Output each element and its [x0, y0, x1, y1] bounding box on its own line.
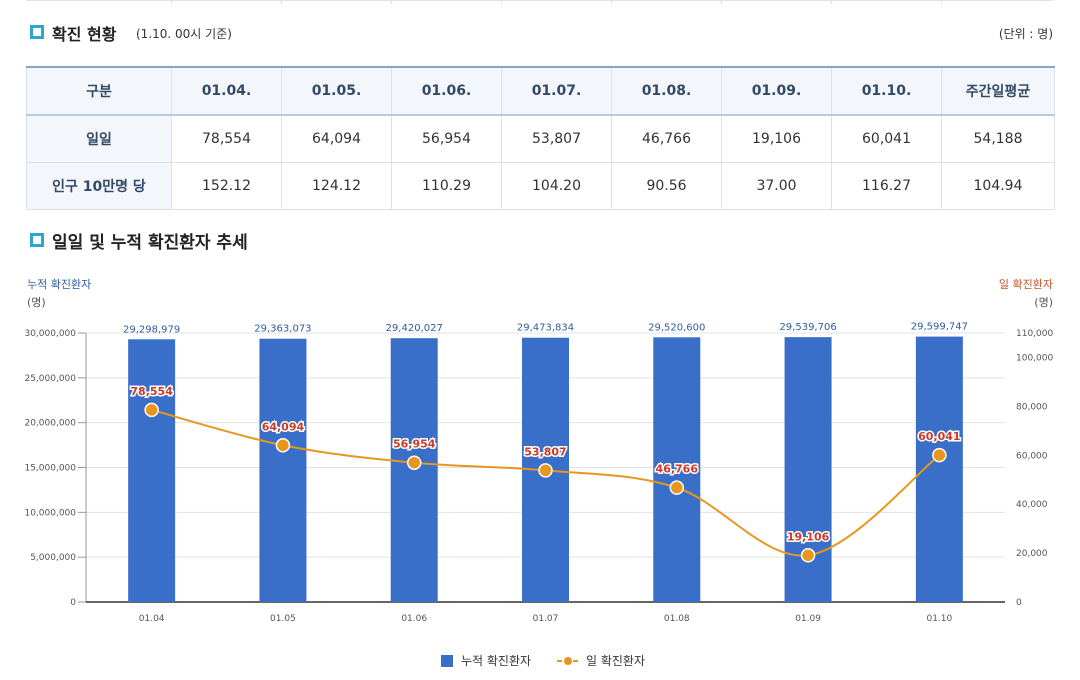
unit-label: (단위 : 명) [998, 27, 1053, 41]
right-tick-label: 0 [1016, 598, 1022, 608]
legend-item-cumulative: 누적 확진환자 [461, 654, 531, 668]
table-cell: 116.27 [831, 162, 942, 210]
bar-value-label: 29,520,600 [648, 322, 705, 333]
x-category-label: 01.05 [270, 614, 296, 624]
table-header: 01.08. [611, 66, 722, 116]
trend-chart: 누적 확진환자 (명) 일 확진환자 (명) 0 5,000,000 10,000,… [24, 277, 1053, 668]
table-cell: 104.94 [941, 162, 1055, 210]
left-tick-label: 10,000,000 [24, 508, 76, 518]
table-cell: 152.12 [171, 162, 282, 210]
right-tick-label: 100,000 [1016, 353, 1053, 363]
table-cell: 54,188 [941, 114, 1055, 163]
bar-value-label: 29,473,834 [517, 323, 574, 334]
section-bullet-icon [30, 25, 44, 39]
daily-point [669, 480, 685, 495]
row-label: 일일 [26, 114, 172, 163]
bar [128, 339, 176, 602]
daily-point [538, 463, 553, 478]
left-tick-label: 20,000,000 [24, 419, 76, 429]
table-top-stub [26, 0, 1053, 4]
bar-value-label: 29,599,747 [911, 322, 968, 333]
legend-marker [564, 657, 572, 665]
table-header: 구분 [26, 66, 172, 116]
right-axis-label: 일 확진환자 [999, 277, 1053, 291]
left-tick-label: 25,000,000 [24, 374, 76, 384]
table-cell: 104.20 [501, 162, 612, 210]
table-row: 일일 78,554 64,094 56,954 53,807 46,766 19… [26, 114, 1055, 163]
daily-value-label: 64,094 [262, 420, 305, 433]
x-category-label: 01.10 [926, 614, 952, 624]
x-category-label: 01.04 [139, 614, 165, 624]
chart-section-title: 일일 및 누적 확진환자 추세 [52, 233, 248, 253]
chart-legend: 누적 확진환자 일 확진환자 [441, 654, 645, 668]
bar-value-label: 29,363,073 [254, 324, 311, 335]
right-tick-label: 20,000 [1016, 549, 1048, 559]
left-tick-label: 30,000,000 [24, 329, 76, 339]
right-tick-label: 80,000 [1016, 402, 1048, 412]
left-axis-unit: (명) [27, 296, 46, 309]
left-axis-label: 누적 확진환자 [27, 278, 91, 291]
bar [259, 338, 307, 602]
table-cell: 124.12 [281, 162, 392, 210]
bar [390, 338, 438, 602]
section-bullet-icon [30, 233, 44, 247]
daily-value-label: 56,954 [393, 438, 436, 451]
left-tick-label: 5,000,000 [30, 553, 76, 563]
x-category-label: 01.06 [401, 614, 427, 624]
right-tick-label: 60,000 [1016, 451, 1048, 461]
daily-point [144, 402, 159, 418]
legend-item-daily: 일 확진환자 [586, 654, 645, 668]
table-cell: 37.00 [721, 162, 832, 210]
table-row: 인구 10만명 당 152.12 124.12 110.29 104.20 90… [26, 162, 1055, 210]
daily-value-label: 78,554 [130, 385, 173, 398]
table-cell: 56,954 [391, 114, 502, 163]
table-header: 01.04. [171, 66, 282, 116]
row-label: 인구 10만명 당 [26, 162, 172, 210]
table-cell: 19,106 [721, 114, 832, 163]
table-header: 01.10. [831, 66, 942, 116]
right-tick-label: 40,000 [1016, 500, 1048, 510]
daily-point [406, 455, 422, 470]
daily-value-label: 53,807 [524, 445, 566, 458]
table-cell: 53,807 [501, 114, 612, 163]
x-category-label: 01.08 [664, 614, 690, 624]
legend-swatch-bar [441, 655, 453, 667]
daily-value-label: 19,106 [787, 530, 830, 543]
table-header: 01.05. [281, 66, 392, 116]
left-tick-label: 15,000,000 [24, 464, 76, 474]
table-header: 01.09. [721, 66, 832, 116]
table-cell: 60,041 [831, 114, 942, 163]
x-category-label: 01.09 [795, 614, 821, 624]
table-header-row: 구분 01.04. 01.05. 01.06. 01.07. 01.08. 01… [26, 66, 1055, 116]
daily-value-label: 60,041 [918, 430, 960, 443]
table-header: 01.07. [501, 66, 612, 116]
section-subtitle: (1.10. 00시 기준) [136, 27, 232, 41]
table-cell: 78,554 [171, 114, 282, 163]
right-tick-label: 110,000 [1016, 329, 1053, 339]
left-tick-label: 0 [70, 598, 76, 608]
table-header: 주간일평균 [941, 66, 1055, 116]
section-title: 확진 현황 [52, 25, 117, 44]
table-cell: 110.29 [391, 162, 502, 210]
table-cell: 90.56 [611, 162, 722, 210]
table-header: 01.06. [391, 66, 502, 116]
bar-value-label: 29,298,979 [123, 324, 180, 335]
bar-value-label: 29,420,027 [386, 323, 443, 334]
table-cell: 46,766 [611, 114, 722, 163]
right-axis-unit: (명) [1034, 296, 1053, 309]
daily-point [275, 438, 291, 453]
bar-value-label: 29,539,706 [779, 322, 836, 333]
table-cell: 64,094 [281, 114, 392, 163]
daily-point [932, 447, 947, 463]
bar [653, 337, 701, 602]
confirmed-cases-table: 구분 01.04. 01.05. 01.06. 01.07. 01.08. 01… [26, 66, 1055, 210]
x-category-label: 01.07 [533, 614, 559, 624]
daily-value-label: 46,766 [656, 463, 699, 476]
daily-point [800, 548, 816, 563]
